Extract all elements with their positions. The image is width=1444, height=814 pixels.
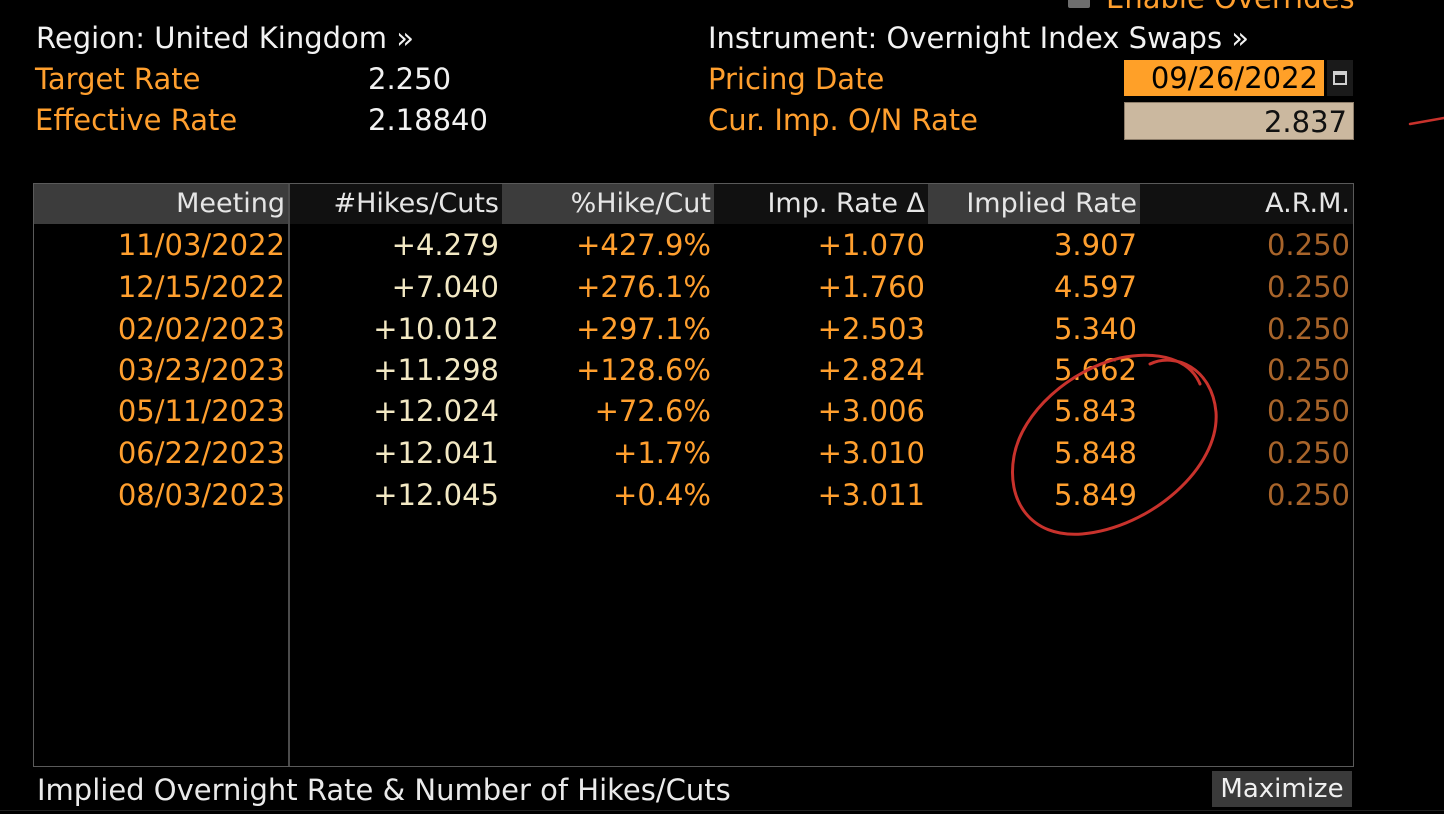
calendar-icon: [1333, 71, 1347, 85]
cell-meeting: 02/02/2023: [117, 312, 285, 346]
cell-meeting: 05/11/2023: [117, 394, 285, 428]
cell-meeting: 11/03/2022: [117, 228, 285, 262]
cell-hikes: +10.012: [373, 312, 499, 346]
cell-arm: 0.250: [1266, 478, 1350, 512]
checkbox-box[interactable]: [1068, 0, 1090, 8]
cell-arm: 0.250: [1266, 270, 1350, 304]
cell-hikes: +12.041: [373, 436, 499, 470]
table-row[interactable]: 08/03/2023 +12.045 +0.4% +3.011 5.849 0.…: [34, 474, 1353, 516]
cell-arm: 0.250: [1266, 436, 1350, 470]
pricing-date-label: Pricing Date: [708, 62, 885, 96]
cell-hikes: +11.298: [373, 353, 499, 387]
column-divider: [288, 184, 290, 766]
table-row[interactable]: 05/11/2023 +12.024 +72.6% +3.006 5.843 0…: [34, 390, 1353, 432]
cell-pct: +0.4%: [613, 478, 711, 512]
cell-hikes: +7.040: [391, 270, 499, 304]
header-pct-hike-cut[interactable]: %Hike/Cut: [502, 184, 714, 224]
pricing-date-input[interactable]: 09/26/2022: [1124, 60, 1324, 96]
cell-implied: 5.843: [1053, 394, 1137, 428]
table-header: Meeting #Hikes/Cuts %Hike/Cut Imp. Rate …: [34, 184, 1353, 224]
table-row[interactable]: 02/02/2023 +10.012 +297.1% +2.503 5.340 …: [34, 308, 1353, 350]
instrument-selector[interactable]: Instrument: Overnight Index Swaps »: [708, 21, 1250, 55]
table-row[interactable]: 06/22/2023 +12.041 +1.7% +3.010 5.848 0.…: [34, 432, 1353, 474]
header-arm[interactable]: A.R.M.: [1140, 184, 1353, 224]
cell-meeting: 06/22/2023: [117, 436, 285, 470]
header-implied-rate[interactable]: Implied Rate: [928, 184, 1140, 224]
cell-hikes: +12.024: [373, 394, 499, 428]
cell-meeting: 12/15/2022: [117, 270, 285, 304]
cell-delta: +2.824: [817, 353, 925, 387]
table-row[interactable]: 12/15/2022 +7.040 +276.1% +1.760 4.597 0…: [34, 266, 1353, 308]
cell-arm: 0.250: [1266, 312, 1350, 346]
cell-meeting: 03/23/2023: [117, 353, 285, 387]
cell-delta: +3.011: [817, 478, 925, 512]
cell-delta: +1.070: [817, 228, 925, 262]
target-rate-value: 2.250: [368, 62, 452, 96]
cell-hikes: +12.045: [373, 478, 499, 512]
effective-rate-value: 2.18840: [368, 103, 488, 137]
effective-rate-label: Effective Rate: [35, 103, 238, 137]
maximize-button[interactable]: Maximize: [1212, 771, 1352, 807]
calendar-button[interactable]: [1327, 60, 1353, 96]
cell-pct: +72.6%: [594, 394, 711, 428]
header-meeting[interactable]: Meeting: [34, 184, 288, 224]
cur-imp-rate-label: Cur. Imp. O/N Rate: [708, 103, 978, 137]
cell-hikes: +4.279: [391, 228, 499, 262]
header-imp-rate-delta[interactable]: Imp. Rate Δ: [714, 184, 928, 224]
cell-implied: 5.662: [1053, 353, 1137, 387]
header-hikes-cuts[interactable]: #Hikes/Cuts: [290, 184, 502, 224]
cell-arm: 0.250: [1266, 394, 1350, 428]
cell-pct: +128.6%: [576, 353, 711, 387]
cell-meeting: 08/03/2023: [117, 478, 285, 512]
cell-implied: 5.340: [1053, 312, 1137, 346]
cell-implied: 3.907: [1053, 228, 1137, 262]
cell-delta: +3.010: [817, 436, 925, 470]
enable-overrides-label: Enable Overrides: [1106, 0, 1355, 16]
cell-delta: +2.503: [817, 312, 925, 346]
cur-imp-rate-input[interactable]: 2.837: [1124, 102, 1354, 140]
cell-arm: 0.250: [1266, 353, 1350, 387]
cell-implied: 5.848: [1053, 436, 1137, 470]
cell-implied: 5.849: [1053, 478, 1137, 512]
cell-pct: +427.9%: [576, 228, 711, 262]
divider: [0, 810, 1444, 811]
panel-title: Implied Overnight Rate & Number of Hikes…: [37, 773, 731, 807]
cell-pct: +297.1%: [576, 312, 711, 346]
annotation-mark: [1408, 116, 1444, 126]
table-row[interactable]: 03/23/2023 +11.298 +128.6% +2.824 5.662 …: [34, 349, 1353, 391]
region-selector[interactable]: Region: United Kingdom »: [36, 21, 414, 55]
cell-delta: +3.006: [817, 394, 925, 428]
cell-implied: 4.597: [1053, 270, 1137, 304]
table-row[interactable]: 11/03/2022 +4.279 +427.9% +1.070 3.907 0…: [34, 224, 1353, 266]
cell-pct: +276.1%: [576, 270, 711, 304]
cell-pct: +1.7%: [613, 436, 711, 470]
cell-arm: 0.250: [1266, 228, 1350, 262]
target-rate-label: Target Rate: [35, 62, 201, 96]
cell-delta: +1.760: [817, 270, 925, 304]
